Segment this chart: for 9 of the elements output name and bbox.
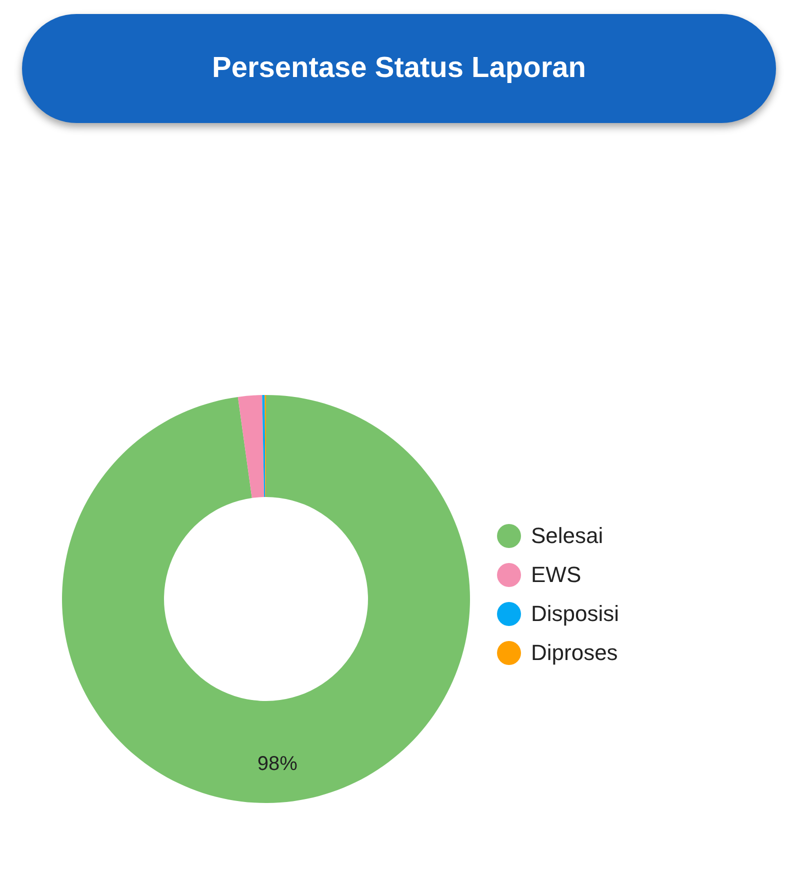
legend-label: Disposisi: [531, 600, 620, 626]
legend-label: Diproses: [531, 640, 618, 666]
data-label: 98%: [257, 752, 298, 775]
donut-slice: [62, 395, 470, 803]
legend-label: EWS: [531, 562, 582, 588]
donut-slice: [262, 395, 266, 498]
donut-slice: [238, 395, 264, 498]
chart-title: Persentase Status Laporan: [212, 52, 586, 85]
legend-label: Selesai: [531, 522, 604, 548]
